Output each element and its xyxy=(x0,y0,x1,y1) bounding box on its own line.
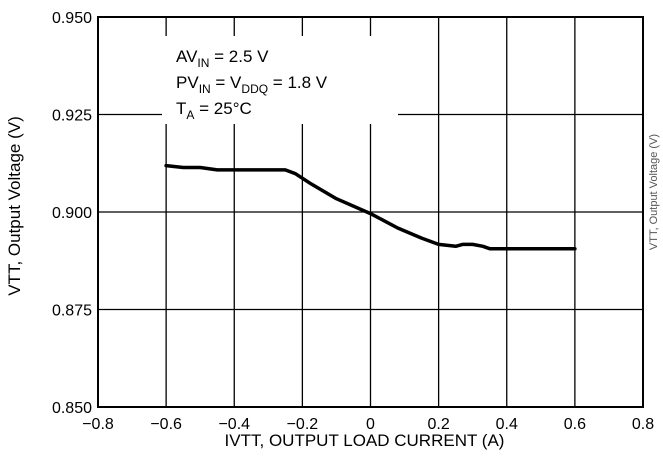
y-tick-label: 0.875 xyxy=(52,303,92,320)
condition-pvin: PVIN = VDDQ = 1.8 V xyxy=(176,73,328,96)
condition-avin-main: AV xyxy=(176,47,198,66)
x-tick-label: −0.6 xyxy=(150,416,182,433)
y-tick-label: 0.925 xyxy=(52,108,92,125)
condition-pvin-main: PV xyxy=(176,73,199,92)
x-tick-labels: −0.8 −0.6 −0.4 −0.2 0 0.2 0.4 0.6 0.8 xyxy=(82,416,654,433)
conditions-box xyxy=(162,36,398,124)
x-tick-label: 0 xyxy=(366,416,375,433)
y-tick-label: 0.950 xyxy=(52,10,92,27)
condition-ta: TA = 25°C xyxy=(176,99,252,122)
condition-ta-main: T xyxy=(176,99,186,118)
x-tick-label: 0.4 xyxy=(496,416,518,433)
series-line xyxy=(164,163,577,251)
condition-ta-value: = 25°C xyxy=(194,99,251,118)
x-tick-label: 0.8 xyxy=(632,416,654,433)
x-tick-label: −0.8 xyxy=(82,416,114,433)
condition-avin-sub: IN xyxy=(197,56,209,70)
condition-pvin-mid: = V xyxy=(211,73,242,92)
plot-frame xyxy=(97,16,644,408)
condition-pvin-value: = 1.8 V xyxy=(268,73,328,92)
y-axis-label: VTT, Output Voltage (V) xyxy=(5,116,24,296)
x-tick-label: 0.2 xyxy=(428,416,450,433)
condition-pvin-sub: IN xyxy=(199,82,211,96)
y-tick-label: 0.900 xyxy=(52,205,92,222)
cropped-side-label: VTT, Output Voltage (V) xyxy=(648,134,660,250)
y-tick-labels: 0.850 0.875 0.900 0.925 0.950 xyxy=(52,10,92,417)
x-tick-label: −0.4 xyxy=(218,416,250,433)
condition-avin: AVIN = 2.5 V xyxy=(176,47,269,70)
x-axis-label: IVTT, OUTPUT LOAD CURRENT (A) xyxy=(225,431,505,450)
x-tick-label: 0.6 xyxy=(564,416,586,433)
condition-vddq-sub: DDQ xyxy=(241,82,268,96)
condition-avin-value: = 2.5 V xyxy=(209,47,269,66)
condition-ta-sub: A xyxy=(186,108,194,122)
y-tick-label: 0.850 xyxy=(52,400,92,417)
x-tick-label: −0.2 xyxy=(287,416,319,433)
